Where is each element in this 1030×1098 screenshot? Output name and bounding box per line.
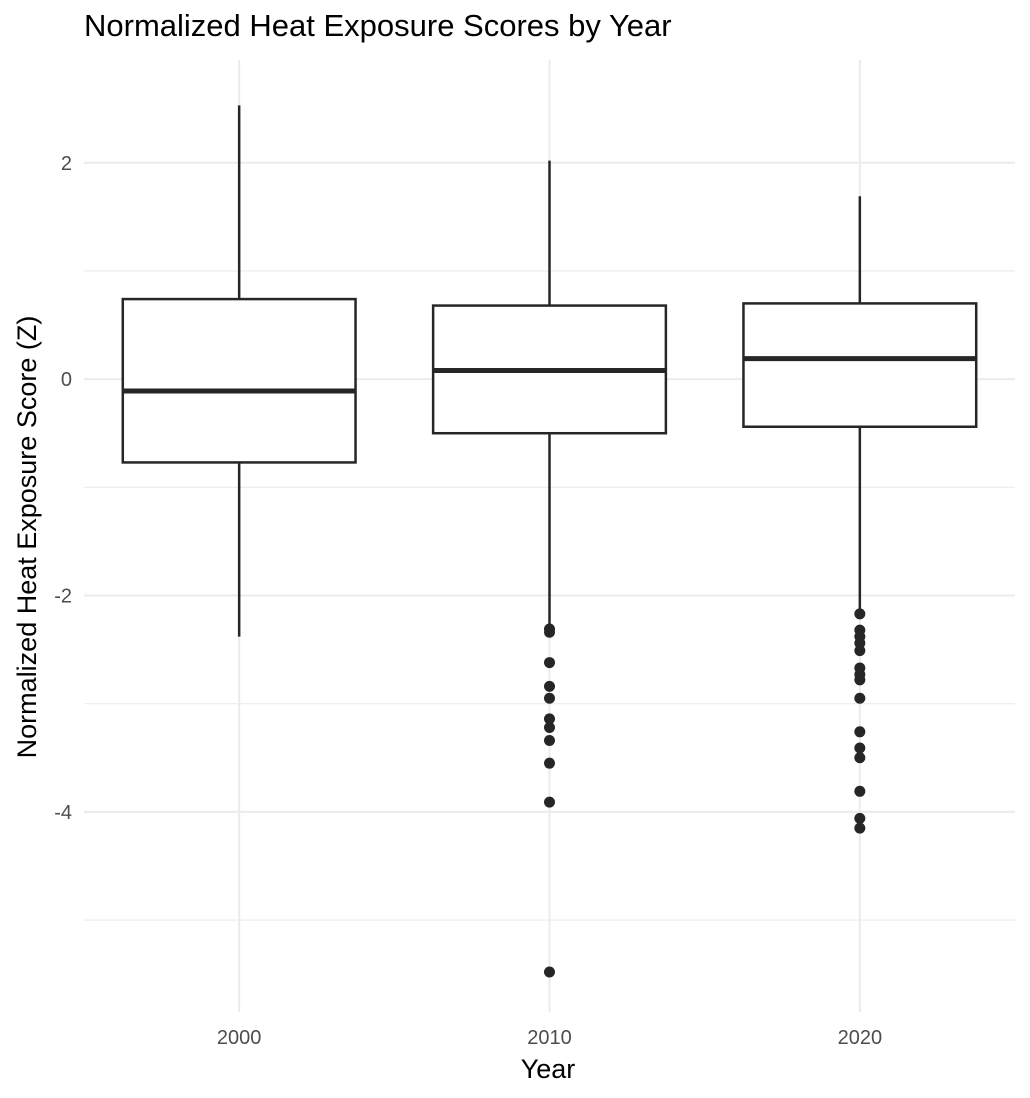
outlier-point: [544, 966, 555, 978]
outlier-point: [544, 796, 555, 808]
x-tick-label: 2020: [838, 1027, 883, 1049]
outlier-point: [854, 726, 866, 738]
chart-title: Normalized Heat Exposure Scores by Year: [84, 8, 672, 43]
outlier-point: [854, 692, 866, 704]
iqr-box: [121, 297, 357, 464]
outlier-point: [854, 608, 866, 620]
y-tick-label: -2: [54, 586, 72, 608]
x-axis-title: Year: [521, 1054, 576, 1084]
x-tick-label: 2000: [217, 1027, 262, 1049]
outlier-point: [544, 626, 555, 638]
outlier-point: [544, 692, 555, 704]
y-tick-label: 0: [61, 369, 72, 391]
outlier-point: [854, 637, 866, 649]
outlier-point: [544, 713, 555, 725]
outlier-point: [854, 674, 866, 686]
box-2020: [742, 196, 978, 834]
iqr-box: [742, 302, 978, 428]
y-tick-label: -4: [54, 802, 72, 824]
x-tick-labels: 2000 2010 2020: [217, 1027, 882, 1049]
x-tick-label: 2010: [527, 1027, 572, 1049]
outlier-point: [544, 680, 555, 692]
y-tick-labels: 2 0 -2 -4: [54, 153, 72, 824]
outlier-point: [544, 657, 555, 669]
outlier-point: [544, 757, 555, 769]
box-2010: [431, 160, 668, 978]
outlier-point: [544, 734, 555, 746]
outlier-point: [854, 752, 866, 764]
outlier-point: [854, 645, 866, 657]
outlier-point: [854, 812, 866, 824]
box-2000: [121, 105, 357, 637]
outlier-point: [544, 721, 555, 733]
boxes-layer: [121, 105, 978, 978]
outlier-point: [854, 742, 866, 754]
y-tick-label: 2: [61, 153, 72, 175]
outlier-point: [854, 822, 866, 834]
y-axis-title: Normalized Heat Exposure Score (Z): [12, 316, 42, 759]
outlier-point: [854, 785, 866, 797]
